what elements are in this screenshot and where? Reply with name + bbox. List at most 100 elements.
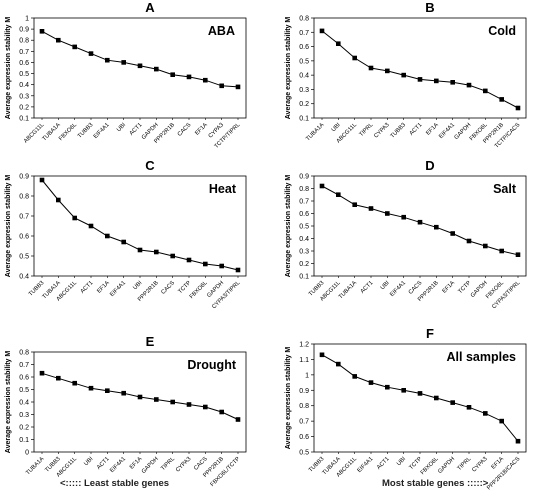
series-line: [321, 354, 519, 442]
y-tick-label: 0.3: [19, 93, 29, 100]
data-point: [434, 395, 439, 401]
data-point: [483, 411, 488, 416]
x-tick-label: EIF4A1: [109, 456, 127, 474]
data-point: [186, 74, 192, 80]
data-point: [137, 63, 143, 69]
y-tick-label: 0.6: [299, 44, 309, 51]
x-tick-label: ACT1: [360, 280, 375, 295]
y-tick-label: 0.2: [299, 261, 309, 268]
series-line: [321, 30, 519, 109]
x-tick-label: UBI: [116, 122, 127, 133]
data-point: [352, 55, 357, 61]
data-point: [434, 224, 439, 230]
panel-e: E Drought 0 0.1 0.2 0.3 0.4 0.5 0.6 0.7 0.8 Average…: [5, 334, 247, 488]
panel-title: Salt: [493, 182, 517, 196]
data-point: [417, 391, 423, 396]
data-point: [368, 380, 374, 385]
x-tick-label: CACS: [160, 280, 176, 296]
y-tick-label: 0.5: [19, 71, 29, 78]
x-tick-label: EIF4A1: [93, 122, 111, 140]
data-point: [235, 417, 241, 422]
data-point: [121, 239, 126, 245]
panel-title: ABA: [208, 24, 235, 38]
data-point: [466, 405, 472, 410]
x-tick-label: TUBA1A: [305, 122, 325, 142]
data-point: [105, 388, 110, 393]
y-tick-label: 0.5: [299, 450, 309, 457]
x-tick-label: UBI: [132, 280, 143, 291]
data-point: [56, 375, 61, 381]
x-tick-label: TUBB3: [390, 122, 407, 139]
data-point: [186, 402, 192, 407]
y-tick-label: 0.4: [19, 82, 29, 89]
x-tick-label: ACT1: [80, 280, 95, 295]
panel-c: C Heat 0.4 0.5 0.6 0.7 0.8 0.9 Average expressio…: [5, 158, 247, 310]
data-point: [39, 370, 45, 376]
y-tick-label: 0.9: [299, 388, 309, 395]
x-tick-label: UBI: [331, 122, 342, 133]
y-tick-label: 0.1: [299, 116, 309, 123]
y-tick-label: 0.2: [299, 101, 309, 108]
y-axis-label: Average expression stability M: [5, 17, 12, 120]
data-point: [219, 83, 224, 89]
y-tick-label: 1.2: [299, 342, 309, 349]
x-tick-label: EIF4A1: [389, 280, 407, 298]
panel-title: Drought: [187, 358, 236, 372]
y-tick-label: 1: [25, 16, 29, 23]
y-tick-label: 0.3: [19, 412, 29, 419]
footer-right-label: Most stable genes :::::>: [382, 478, 489, 489]
data-point: [385, 384, 390, 390]
x-tick-label: FBXO6L: [420, 456, 441, 477]
x-tick-label: EF1A: [442, 280, 457, 295]
x-tick-label: TUBB3: [77, 122, 94, 139]
y-axis-label: Average expression stability M: [285, 175, 292, 278]
data-point: [515, 252, 521, 257]
data-point: [401, 72, 406, 78]
data-point: [203, 77, 208, 83]
data-point: [170, 72, 175, 77]
data-point: [88, 51, 94, 56]
data-point: [515, 438, 521, 444]
data-point: [105, 57, 110, 63]
y-tick-label: 0.5: [299, 224, 309, 231]
x-tick-label: EIF4A1: [109, 280, 127, 298]
data-point: [137, 394, 143, 400]
data-point: [352, 374, 357, 379]
y-tick-label: 0.1: [299, 274, 309, 281]
x-tick-label: EIF4A1: [356, 456, 374, 474]
panel-letter: B: [425, 0, 434, 15]
x-tick-label: UBI: [83, 456, 94, 467]
data-point: [336, 192, 341, 197]
y-tick-label: 0.6: [19, 60, 29, 67]
x-tick-label: GAPDH: [141, 456, 160, 475]
data-point: [56, 197, 61, 203]
x-tick-label: TCTP: [408, 456, 423, 471]
panel-title: All samples: [447, 350, 517, 364]
data-point: [483, 243, 488, 249]
data-point: [39, 177, 45, 183]
y-tick-label: 0.8: [19, 194, 29, 201]
panel-letter: A: [145, 0, 155, 15]
panel-letter: E: [146, 334, 155, 349]
panel-b: B Cold 0.1 0.2 0.3 0.4 0.5 0.6 0.7 0.8 Average exp…: [285, 0, 527, 150]
data-point: [170, 399, 175, 405]
data-point: [336, 361, 341, 367]
y-tick-label: 0.7: [299, 419, 309, 426]
data-point: [72, 380, 77, 386]
data-point: [385, 211, 390, 216]
x-tick-label: EF1A: [491, 456, 506, 471]
x-tick-label: GAPDH: [437, 456, 456, 475]
data-point: [466, 238, 472, 244]
x-tick-label: TUBA1A: [338, 280, 358, 300]
y-tick-label: 0.6: [19, 375, 29, 382]
y-tick-label: 1: [305, 372, 309, 379]
y-tick-label: 0.2: [19, 104, 29, 111]
x-tick-label: CYPA3: [373, 122, 390, 139]
x-tick-label: ACT1: [409, 122, 424, 137]
y-tick-label: 0.5: [19, 387, 29, 394]
data-point: [235, 84, 241, 90]
x-tick-label: CACS: [177, 122, 193, 138]
data-point: [336, 41, 341, 46]
y-tick-label: 0.6: [299, 211, 309, 218]
